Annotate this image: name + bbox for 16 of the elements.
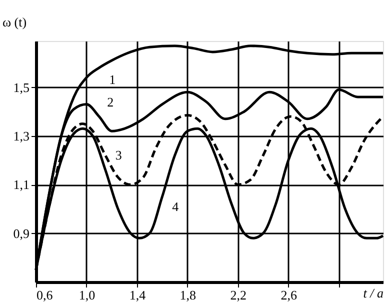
y-tick-label: 0,9 [13, 226, 30, 241]
annotation: 1 [109, 72, 116, 87]
x-tick-label: 2,6 [280, 288, 298, 302]
x-tick-label: 2,2 [230, 288, 247, 302]
annotation: 4 [172, 198, 180, 214]
annotation: 3 [115, 147, 122, 162]
x-tick-label: 1,0 [78, 288, 96, 302]
annotation: 2 [107, 94, 114, 110]
x-tick-label: 1,4 [129, 288, 146, 302]
x-axis-title: t / a [363, 286, 384, 300]
y-tick-label: 1,1 [13, 177, 30, 192]
x-tick-label: 1,8 [180, 288, 196, 302]
y-tick-label: 1,5 [13, 80, 30, 95]
y-tick-label: 1,3 [13, 128, 30, 144]
x-tick-label: 0,6 [36, 288, 54, 302]
y-axis-title: ω (t) [2, 14, 27, 30]
